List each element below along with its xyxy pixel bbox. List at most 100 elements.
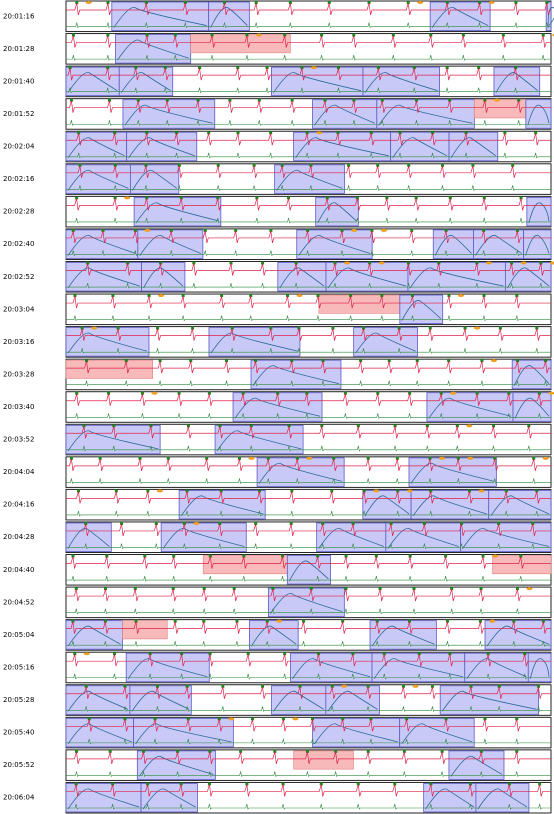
beat-marker — [310, 717, 314, 721]
beat-marker — [234, 228, 238, 232]
episode-curve — [314, 104, 375, 126]
beat-marker — [316, 554, 320, 558]
time-label: 20:04:16 — [3, 501, 35, 509]
episode-curve — [216, 430, 302, 452]
episode-box — [65, 522, 112, 552]
beat-marker — [511, 163, 515, 167]
time-label: 20:05:40 — [3, 729, 34, 737]
beat-marker — [106, 1, 110, 4]
beat-marker — [133, 228, 137, 232]
beat-marker — [112, 652, 116, 656]
episode-curve — [392, 137, 448, 159]
episode-box — [249, 620, 299, 650]
beat-marker — [309, 163, 313, 167]
episode-curve — [251, 625, 297, 647]
beat-marker — [124, 359, 128, 363]
event-marker — [378, 261, 385, 265]
beat-marker — [541, 33, 545, 37]
beat-marker — [309, 587, 313, 591]
beat-marker — [149, 424, 153, 428]
beat-marker — [471, 163, 475, 167]
beat-marker — [108, 749, 112, 753]
episode-box — [141, 262, 186, 292]
beat-marker — [177, 391, 181, 395]
beat-marker — [258, 489, 262, 493]
beat-marker — [250, 717, 254, 721]
episode-curve — [528, 202, 550, 224]
episode-box — [160, 522, 247, 552]
episode-curve — [327, 267, 407, 289]
beat-marker — [535, 489, 539, 493]
episode-curve — [139, 234, 202, 256]
beat-marker — [397, 326, 401, 330]
beat-marker — [298, 684, 302, 688]
beat-marker — [286, 294, 290, 298]
time-label: 20:02:40 — [3, 240, 34, 248]
strip-row: 20:04:04 — [3, 456, 552, 488]
beat-marker — [148, 652, 152, 656]
strip-frame — [65, 293, 552, 326]
beat-marker — [290, 489, 294, 493]
beat-marker — [479, 749, 483, 753]
beat-marker — [366, 456, 370, 460]
episode-box — [118, 66, 174, 97]
ecg-trace-2 — [66, 315, 551, 322]
beat-marker — [482, 294, 486, 298]
beat-marker — [80, 326, 84, 330]
beat-marker — [68, 66, 72, 70]
beat-marker — [107, 98, 111, 102]
episode-curve — [428, 397, 512, 419]
episode-curve — [364, 495, 410, 517]
episode-box — [290, 652, 373, 683]
beat-marker — [74, 587, 78, 591]
beat-marker — [480, 359, 484, 363]
beat-marker — [327, 1, 331, 4]
episode-curve — [412, 495, 487, 517]
beat-marker — [146, 782, 150, 786]
beat-marker — [515, 228, 519, 232]
event-marker — [255, 33, 262, 37]
beat-marker — [430, 684, 434, 688]
beat-marker — [351, 652, 355, 656]
episode-box — [484, 620, 552, 650]
beat-marker — [297, 326, 301, 330]
beat-marker — [336, 131, 340, 135]
strip-row: 20:02:16 — [3, 163, 552, 195]
strip-row: 20:05:28 — [3, 684, 552, 716]
beat-marker — [169, 228, 173, 232]
beat-marker — [344, 554, 348, 558]
beat-marker — [483, 98, 487, 102]
beat-marker — [192, 261, 196, 265]
beat-marker — [305, 391, 309, 395]
beat-marker — [182, 521, 186, 525]
episode-box — [214, 424, 304, 455]
beat-marker — [375, 619, 379, 623]
beat-marker — [376, 66, 380, 70]
beat-marker — [84, 684, 88, 688]
beat-marker — [531, 521, 535, 525]
beat-marker — [189, 359, 193, 363]
time-label: 20:03:28 — [3, 370, 34, 378]
beat-marker — [143, 554, 147, 558]
beat-marker — [73, 294, 77, 298]
beat-marker — [269, 131, 273, 135]
beat-marker — [232, 587, 236, 591]
beat-marker — [469, 684, 473, 688]
beat-marker — [478, 1, 482, 4]
episode-curve — [180, 495, 264, 517]
beat-marker — [331, 326, 335, 330]
ecg-trace — [66, 588, 551, 602]
beat-marker — [305, 749, 309, 753]
beat-marker — [407, 163, 411, 167]
beat-marker — [239, 749, 243, 753]
beat-marker — [154, 521, 158, 525]
episode-curve — [431, 7, 489, 28]
episode-curve — [378, 104, 473, 126]
beat-marker — [69, 456, 73, 460]
ecg-trace — [66, 784, 551, 797]
beat-marker — [463, 326, 467, 330]
event-marker — [492, 554, 499, 558]
episode-curve — [67, 625, 121, 647]
beat-marker — [504, 489, 508, 493]
episode-curve — [486, 625, 550, 647]
